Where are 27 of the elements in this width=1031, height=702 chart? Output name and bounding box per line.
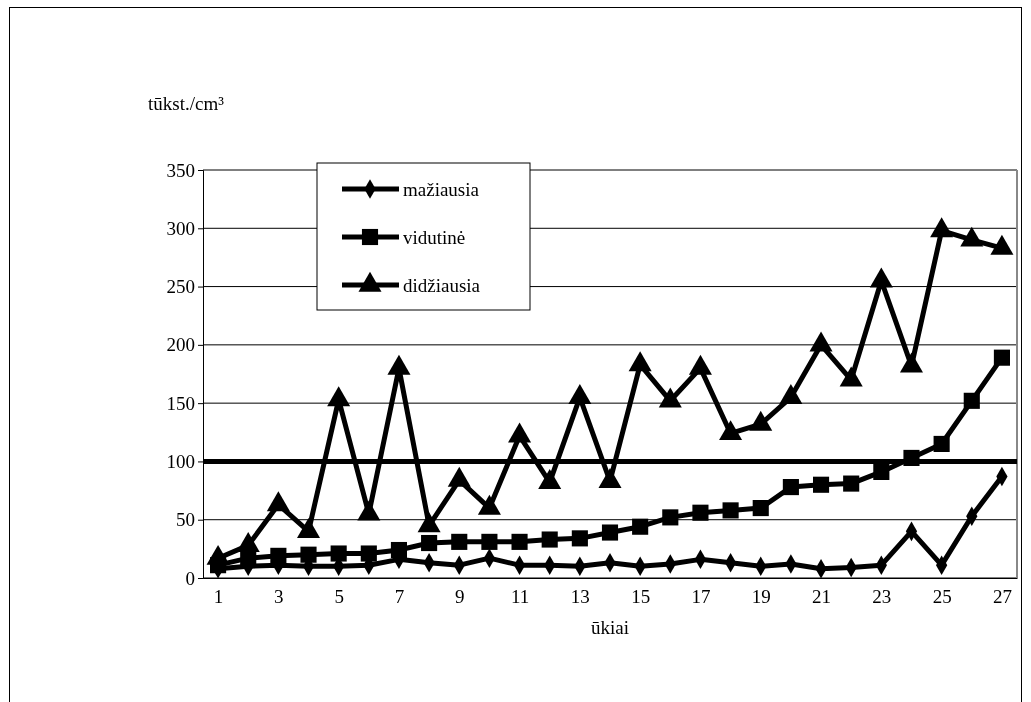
y-tick-label: 300: [166, 217, 195, 239]
x-tick-label: 17: [691, 586, 711, 608]
y-tick-label: 100: [166, 451, 195, 473]
y-tick-label: 200: [166, 334, 195, 356]
x-tick-label: 1: [213, 586, 224, 608]
x-tick-label: 27: [992, 586, 1012, 608]
legend-label: mažiausia: [403, 179, 480, 200]
y-tick-label: 350: [166, 159, 195, 181]
y-tick-label: 50: [176, 509, 195, 531]
x-tick-label: 9: [455, 586, 465, 608]
x-tick-label: 13: [570, 586, 590, 608]
x-tick-label: 5: [334, 586, 344, 608]
x-tick-label: 23: [872, 586, 892, 608]
legend-label: vidutinė: [403, 227, 466, 248]
x-tick-label: 15: [631, 586, 651, 608]
x-axis-title: ūkiai: [591, 617, 629, 638]
x-tick-label: 7: [394, 586, 405, 608]
x-tick-label: 11: [510, 586, 530, 608]
x-tick-label: 21: [812, 586, 832, 608]
legend-label: didžiausia: [403, 275, 481, 296]
y-tick-label: 0: [185, 567, 195, 589]
x-tick-label: 25: [932, 586, 952, 608]
y-axis-title: tūkst./cm³: [148, 93, 225, 114]
y-tick-label: 150: [166, 392, 195, 414]
y-tick-label: 250: [166, 276, 195, 298]
x-tick-label: 19: [751, 586, 771, 608]
x-tick-label: 3: [274, 586, 284, 608]
